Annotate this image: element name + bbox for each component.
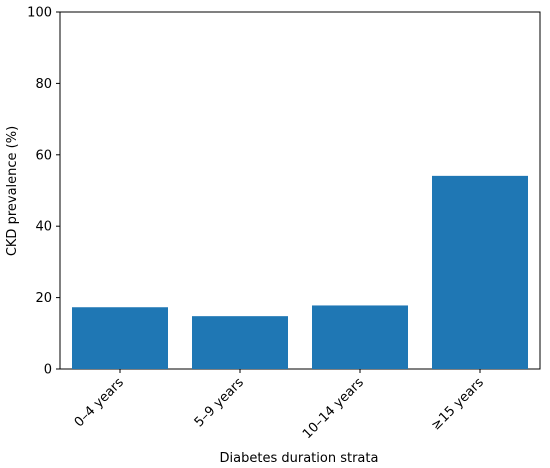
x-tick-label-2: 10–14 years <box>300 375 367 442</box>
y-tick-label-2: 40 <box>35 220 52 235</box>
y-axis: 0 20 40 60 80 100 <box>27 6 60 378</box>
x-tick-label-3: ≥15 years <box>429 375 487 433</box>
plot-frame <box>59 11 541 370</box>
y-tick-label-5: 100 <box>27 6 52 21</box>
bars <box>72 175 528 369</box>
bar-2 <box>312 305 408 369</box>
y-tick-label-1: 20 <box>35 291 52 306</box>
x-axis-title: Diabetes duration strata <box>220 451 379 466</box>
y-axis-title: CKD prevalence (%) <box>5 126 20 256</box>
y-tick-label-3: 60 <box>35 148 52 163</box>
x-axis: 0–4 years 5–9 years 10–14 years ≥15 years <box>72 369 487 442</box>
x-tick-label-0: 0–4 years <box>72 375 127 430</box>
x-tick-label-1: 5–9 years <box>192 375 247 430</box>
bar-3 <box>432 175 528 369</box>
bar-0 <box>72 307 168 369</box>
plot-area <box>59 11 541 370</box>
y-tick-label-4: 80 <box>35 77 52 92</box>
y-tick-label-0: 0 <box>44 363 52 378</box>
bar-1 <box>192 316 288 369</box>
